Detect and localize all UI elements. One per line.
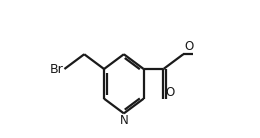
Text: N: N — [120, 114, 128, 127]
Text: O: O — [165, 86, 174, 99]
Text: O: O — [184, 40, 194, 53]
Text: Br: Br — [50, 63, 64, 75]
